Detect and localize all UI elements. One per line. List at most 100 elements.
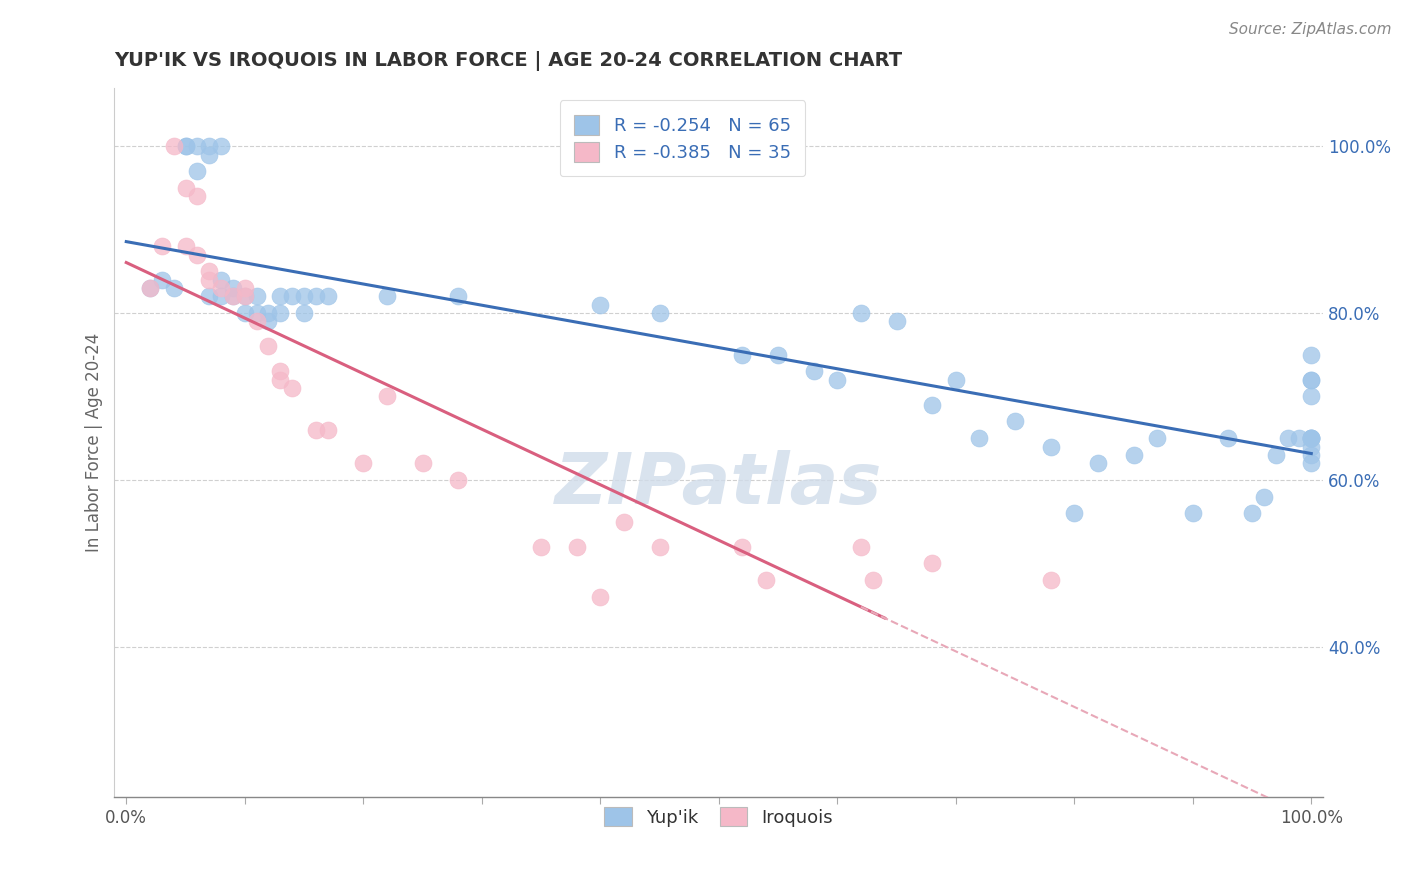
Point	[150, 273, 173, 287]
Point	[921, 556, 943, 570]
Point	[269, 364, 291, 378]
Point	[269, 373, 291, 387]
Point	[1301, 373, 1323, 387]
Point	[352, 456, 374, 470]
Point	[648, 540, 671, 554]
Point	[257, 339, 280, 353]
Point	[163, 281, 186, 295]
Point	[731, 348, 754, 362]
Point	[1122, 448, 1144, 462]
Text: Source: ZipAtlas.com: Source: ZipAtlas.com	[1229, 22, 1392, 37]
Point	[827, 373, 849, 387]
Point	[447, 289, 470, 303]
Point	[246, 306, 269, 320]
Point	[305, 289, 328, 303]
Point	[1264, 448, 1286, 462]
Point	[292, 306, 315, 320]
Point	[1301, 348, 1323, 362]
Point	[139, 281, 162, 295]
Point	[198, 273, 221, 287]
Point	[1301, 431, 1323, 445]
Point	[1301, 456, 1323, 470]
Point	[862, 573, 884, 587]
Y-axis label: In Labor Force | Age 20-24: In Labor Force | Age 20-24	[86, 333, 103, 552]
Point	[269, 289, 291, 303]
Point	[174, 139, 197, 153]
Point	[209, 281, 232, 295]
Point	[375, 289, 398, 303]
Point	[198, 147, 221, 161]
Point	[969, 431, 991, 445]
Point	[233, 306, 256, 320]
Point	[412, 456, 434, 470]
Point	[246, 314, 269, 328]
Point	[222, 289, 245, 303]
Point	[281, 289, 304, 303]
Point	[1087, 456, 1109, 470]
Point	[1063, 506, 1085, 520]
Point	[150, 239, 173, 253]
Point	[1240, 506, 1263, 520]
Point	[257, 314, 280, 328]
Point	[1218, 431, 1240, 445]
Point	[233, 281, 256, 295]
Point	[849, 306, 872, 320]
Text: ZIPatlas: ZIPatlas	[555, 450, 883, 519]
Point	[1004, 415, 1026, 429]
Point	[198, 289, 221, 303]
Point	[198, 264, 221, 278]
Point	[186, 139, 208, 153]
Point	[731, 540, 754, 554]
Point	[803, 364, 825, 378]
Point	[139, 281, 162, 295]
Point	[1146, 431, 1168, 445]
Point	[174, 139, 197, 153]
Point	[1039, 573, 1062, 587]
Point	[613, 515, 636, 529]
Point	[305, 423, 328, 437]
Point	[530, 540, 553, 554]
Point	[447, 473, 470, 487]
Point	[222, 289, 245, 303]
Point	[233, 289, 256, 303]
Point	[209, 289, 232, 303]
Point	[1301, 431, 1323, 445]
Legend: Yup'ik, Iroquois: Yup'ik, Iroquois	[598, 799, 841, 834]
Point	[316, 289, 339, 303]
Point	[648, 306, 671, 320]
Point	[174, 181, 197, 195]
Point	[186, 164, 208, 178]
Point	[269, 306, 291, 320]
Point	[1301, 431, 1323, 445]
Point	[209, 273, 232, 287]
Text: YUP'IK VS IROQUOIS IN LABOR FORCE | AGE 20-24 CORRELATION CHART: YUP'IK VS IROQUOIS IN LABOR FORCE | AGE …	[114, 51, 903, 70]
Point	[1181, 506, 1204, 520]
Point	[186, 189, 208, 203]
Point	[1301, 389, 1323, 403]
Point	[174, 239, 197, 253]
Point	[186, 248, 208, 262]
Point	[1301, 373, 1323, 387]
Point	[589, 590, 612, 604]
Point	[565, 540, 588, 554]
Point	[945, 373, 967, 387]
Point	[316, 423, 339, 437]
Point	[375, 389, 398, 403]
Point	[163, 139, 186, 153]
Point	[222, 281, 245, 295]
Point	[1301, 440, 1323, 454]
Point	[766, 348, 789, 362]
Point	[246, 289, 269, 303]
Point	[233, 289, 256, 303]
Point	[1301, 431, 1323, 445]
Point	[257, 306, 280, 320]
Point	[1277, 431, 1299, 445]
Point	[886, 314, 908, 328]
Point	[1301, 448, 1323, 462]
Point	[849, 540, 872, 554]
Point	[921, 398, 943, 412]
Point	[1039, 440, 1062, 454]
Point	[1253, 490, 1275, 504]
Point	[198, 139, 221, 153]
Point	[1288, 431, 1310, 445]
